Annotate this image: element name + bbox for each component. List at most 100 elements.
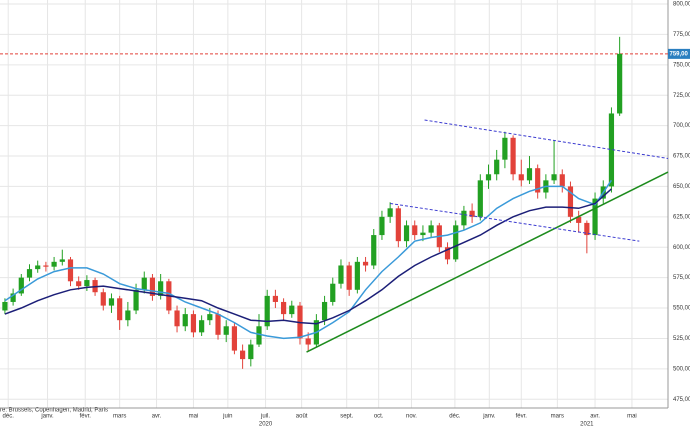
candle-body [387,208,393,217]
last-price-box [668,48,690,59]
candle-body [608,113,615,187]
year-label: 2021 [580,422,594,427]
candle-body [199,320,205,333]
candle-body [330,283,336,302]
candle-body [395,208,401,242]
candle-body [535,168,541,193]
y-tick-label: 800,00 [673,2,690,8]
x-tick-label: janv. [40,414,54,420]
x-tick-label: juil. [260,414,270,420]
candle-body [256,326,262,345]
candle-body [207,314,213,321]
candle-body [223,326,229,335]
moving-average-line [4,179,613,340]
candle-body [592,198,598,236]
candle-body [559,174,565,187]
candle-body [76,281,82,287]
candle-body [174,310,180,327]
trend-line [424,119,669,159]
y-tick-label: 600,00 [673,245,690,251]
candle-body [362,261,369,266]
candle-body [584,222,590,236]
x-tick-label: févr. [516,414,528,420]
candle-body [18,277,24,294]
x-tick-label: mars [551,414,564,420]
x-tick-label: mars [113,414,126,420]
candle-body [461,210,467,226]
candle-body [485,174,492,181]
last-price-label: 759,00 [670,51,689,57]
y-tick-label: 650,00 [673,184,690,190]
candle-body [125,310,131,321]
candle-body [117,298,123,321]
y-tick-label: 675,00 [673,154,690,160]
candle-body [453,225,459,260]
y-tick-label: 575,00 [673,275,690,281]
y-tick-label: 525,00 [673,336,690,342]
x-tick-label: déc. [3,414,15,420]
y-tick-label: 700,00 [673,123,690,129]
candle-body [2,301,8,311]
candle-body [617,53,623,114]
x-tick-label: sept. [340,414,353,420]
candle-body [526,168,533,181]
candle-body [264,295,270,327]
y-tick-label: 725,00 [673,93,690,99]
candle-body [403,225,410,242]
candle-body [371,235,377,266]
x-tick-label: déc. [449,414,461,420]
candle-body [289,305,295,315]
x-tick-label: févr. [80,414,92,420]
moving-average-line [4,188,612,325]
x-tick-label: mai [627,414,637,420]
candle-body [10,293,16,302]
candle-body [190,314,197,333]
candle-body [551,174,557,181]
trend-line [306,171,669,353]
candle-body [494,159,500,175]
candle-body [428,225,434,233]
y-tick-label: 475,00 [673,397,690,403]
candle-body [182,314,188,327]
candle-body [420,232,426,236]
candle-body [67,259,74,282]
candle-body [158,281,164,296]
candle-body [338,265,344,284]
candle-body [51,261,57,267]
candle-body [412,225,418,236]
candle-body [379,216,385,236]
candle-body [100,292,106,306]
candle-body [576,216,582,223]
candle-body [26,269,33,278]
candle-body [133,289,139,311]
source-note: re: Brussels, Copenhagen, Madrid, Paris [0,408,108,414]
candle-body [84,280,90,287]
candle-body [510,137,516,175]
candle-body [59,259,65,262]
candle-body [444,247,451,260]
candle-body [215,314,221,335]
candle-body [248,344,254,360]
candle-body [240,350,246,360]
y-tick-label: 625,00 [673,214,690,220]
candle-body [477,180,483,217]
year-label: 2020 [259,422,273,427]
y-tick-label: 750,00 [673,62,690,68]
candle-body [149,277,156,296]
y-tick-label: 500,00 [673,366,690,372]
candle-body [280,301,287,315]
y-tick-label: 550,00 [673,306,690,312]
x-tick-label: avr. [152,414,162,420]
candle-body [567,186,574,217]
candle-body [502,137,508,160]
x-tick-label: juin [222,414,232,420]
x-tick-label: mai [189,414,199,420]
candle-body [469,210,475,217]
x-tick-label: janv. [482,414,496,420]
candle-body [272,295,278,302]
candle-body [108,298,115,306]
candle-body [231,326,238,351]
candle-body [43,265,49,267]
